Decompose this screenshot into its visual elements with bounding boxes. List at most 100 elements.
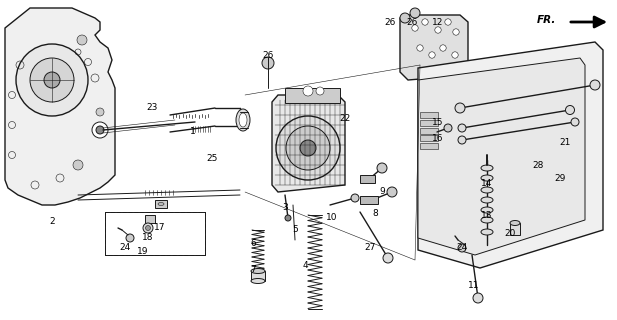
Text: 17: 17 xyxy=(154,223,166,233)
Circle shape xyxy=(410,8,420,18)
Circle shape xyxy=(422,19,428,25)
Circle shape xyxy=(435,27,441,33)
Circle shape xyxy=(16,44,88,116)
Circle shape xyxy=(412,25,418,31)
Bar xyxy=(155,200,167,208)
Circle shape xyxy=(262,57,274,69)
Ellipse shape xyxy=(158,203,164,205)
Circle shape xyxy=(276,116,340,180)
Text: 8: 8 xyxy=(372,209,378,218)
Text: 26: 26 xyxy=(262,51,274,60)
Circle shape xyxy=(143,223,153,233)
Ellipse shape xyxy=(481,207,493,213)
Circle shape xyxy=(440,45,446,51)
Bar xyxy=(145,215,155,223)
Ellipse shape xyxy=(481,175,493,181)
Circle shape xyxy=(96,108,104,116)
Text: 3: 3 xyxy=(282,203,288,212)
Circle shape xyxy=(73,160,83,170)
Circle shape xyxy=(445,19,451,25)
Circle shape xyxy=(300,140,316,156)
Circle shape xyxy=(96,126,104,134)
Polygon shape xyxy=(272,95,345,192)
Ellipse shape xyxy=(239,113,247,127)
Ellipse shape xyxy=(236,109,250,131)
Ellipse shape xyxy=(481,197,493,203)
Circle shape xyxy=(566,106,574,115)
Text: 22: 22 xyxy=(339,114,350,123)
Circle shape xyxy=(590,80,600,90)
Circle shape xyxy=(455,103,465,113)
Bar xyxy=(420,112,438,118)
Text: 10: 10 xyxy=(326,212,337,221)
Circle shape xyxy=(377,163,387,173)
Circle shape xyxy=(458,136,466,144)
Circle shape xyxy=(146,226,151,230)
Bar xyxy=(285,88,340,103)
Ellipse shape xyxy=(481,229,493,235)
Circle shape xyxy=(286,126,330,170)
Circle shape xyxy=(473,293,483,303)
Bar xyxy=(510,223,520,235)
Text: 27: 27 xyxy=(364,244,376,252)
Circle shape xyxy=(444,124,452,132)
Text: 26: 26 xyxy=(407,18,418,27)
Circle shape xyxy=(126,234,134,242)
Text: 24: 24 xyxy=(457,244,468,252)
Bar xyxy=(420,120,438,126)
Polygon shape xyxy=(400,15,468,80)
Circle shape xyxy=(387,187,397,197)
Circle shape xyxy=(458,244,466,252)
Polygon shape xyxy=(418,42,603,268)
Bar xyxy=(360,175,375,183)
Circle shape xyxy=(303,86,313,96)
Text: 15: 15 xyxy=(433,117,444,126)
Ellipse shape xyxy=(510,220,520,226)
Bar xyxy=(251,271,265,281)
Circle shape xyxy=(383,253,393,263)
Bar xyxy=(420,143,438,149)
Circle shape xyxy=(417,45,423,51)
Text: 19: 19 xyxy=(137,247,149,257)
Bar xyxy=(360,196,378,204)
Text: 23: 23 xyxy=(146,102,158,111)
Text: 25: 25 xyxy=(206,154,218,163)
Circle shape xyxy=(77,35,87,45)
Text: 1: 1 xyxy=(190,126,196,135)
Text: 21: 21 xyxy=(560,138,571,147)
Ellipse shape xyxy=(481,217,493,223)
Text: 2: 2 xyxy=(49,218,55,227)
Circle shape xyxy=(452,52,458,58)
Text: 7: 7 xyxy=(250,266,256,275)
Bar xyxy=(420,128,438,134)
Text: 16: 16 xyxy=(433,133,444,142)
Bar xyxy=(420,135,438,141)
Text: 26: 26 xyxy=(384,18,395,27)
Circle shape xyxy=(458,124,466,132)
Circle shape xyxy=(400,13,410,23)
Circle shape xyxy=(316,87,324,95)
Text: 24: 24 xyxy=(119,244,131,252)
Text: 12: 12 xyxy=(433,18,444,27)
Circle shape xyxy=(571,118,579,126)
Circle shape xyxy=(30,58,74,102)
Text: 11: 11 xyxy=(468,281,480,290)
Circle shape xyxy=(453,29,459,35)
Text: 6: 6 xyxy=(250,238,256,247)
Text: 28: 28 xyxy=(532,161,544,170)
Circle shape xyxy=(92,122,108,138)
Text: FR.: FR. xyxy=(537,15,556,25)
Text: 9: 9 xyxy=(379,188,385,196)
Circle shape xyxy=(351,194,359,202)
Ellipse shape xyxy=(481,165,493,171)
Text: 5: 5 xyxy=(292,226,298,235)
Text: 13: 13 xyxy=(481,211,493,220)
Polygon shape xyxy=(5,8,115,205)
Circle shape xyxy=(44,72,60,88)
Text: 18: 18 xyxy=(143,234,154,243)
Ellipse shape xyxy=(481,187,493,193)
Polygon shape xyxy=(418,58,585,255)
Text: 14: 14 xyxy=(481,179,493,188)
Circle shape xyxy=(429,52,435,58)
Ellipse shape xyxy=(251,268,265,274)
